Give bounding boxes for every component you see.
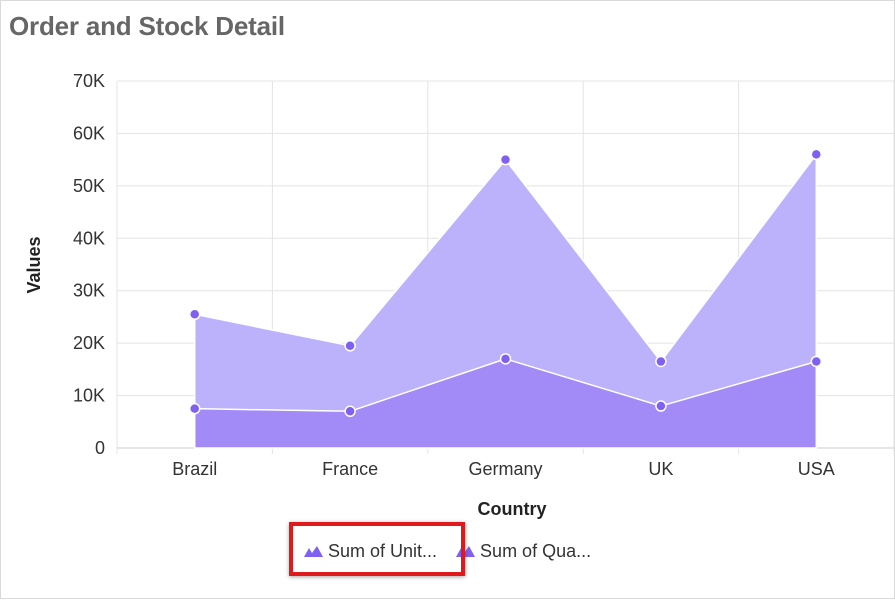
y-axis-title: Values: [24, 236, 44, 293]
chart-title: Order and Stock Detail: [9, 11, 285, 41]
data-point-s1-uk: [655, 355, 667, 368]
x-tick-label: Brazil: [172, 459, 217, 479]
x-axis-title: Country: [478, 499, 547, 519]
highlight-annotation-box: [289, 522, 465, 576]
series-area-2: [193, 358, 818, 449]
data-point-s1-france: [344, 340, 356, 352]
y-tick-label: 40K: [73, 228, 105, 248]
y-tick-label: 0: [95, 438, 105, 458]
data-point-s2-france: [344, 405, 356, 418]
x-tick-label: France: [322, 459, 378, 479]
legend-label: Sum of Qua...: [480, 540, 592, 561]
y-tick-label: 50K: [73, 176, 105, 196]
data-point-s2-uk: [655, 400, 667, 412]
chart-legend: Sum of Unit... Sum of Qua...: [303, 537, 591, 565]
x-tick-label: USA: [798, 459, 835, 479]
legend-item-sum-of-qua[interactable]: Sum of Qua...: [455, 541, 591, 562]
y-tick-label: 10K: [73, 386, 105, 406]
y-tick-label: 60K: [73, 123, 105, 143]
data-point-s1-brazil: [188, 308, 201, 321]
y-tick-label: 70K: [73, 71, 105, 91]
x-tick-label: UK: [648, 459, 673, 479]
data-point-s2-usa: [810, 355, 823, 368]
x-tick-label: Germany: [468, 459, 542, 479]
area-chart-icon: [456, 546, 476, 557]
data-point-s1-usa: [810, 148, 823, 161]
legend-item-sum-of-unit[interactable]: Sum of Unit...: [303, 541, 437, 562]
y-tick-label: 20K: [73, 333, 105, 353]
legend-label: Sum of Unit...: [328, 540, 438, 561]
data-point-s2-germany: [499, 353, 512, 365]
area-chart-icon: [304, 546, 323, 557]
y-tick-label: 30K: [73, 281, 105, 301]
data-point-s1-germany: [499, 153, 512, 166]
data-point-s2-brazil: [188, 402, 201, 415]
